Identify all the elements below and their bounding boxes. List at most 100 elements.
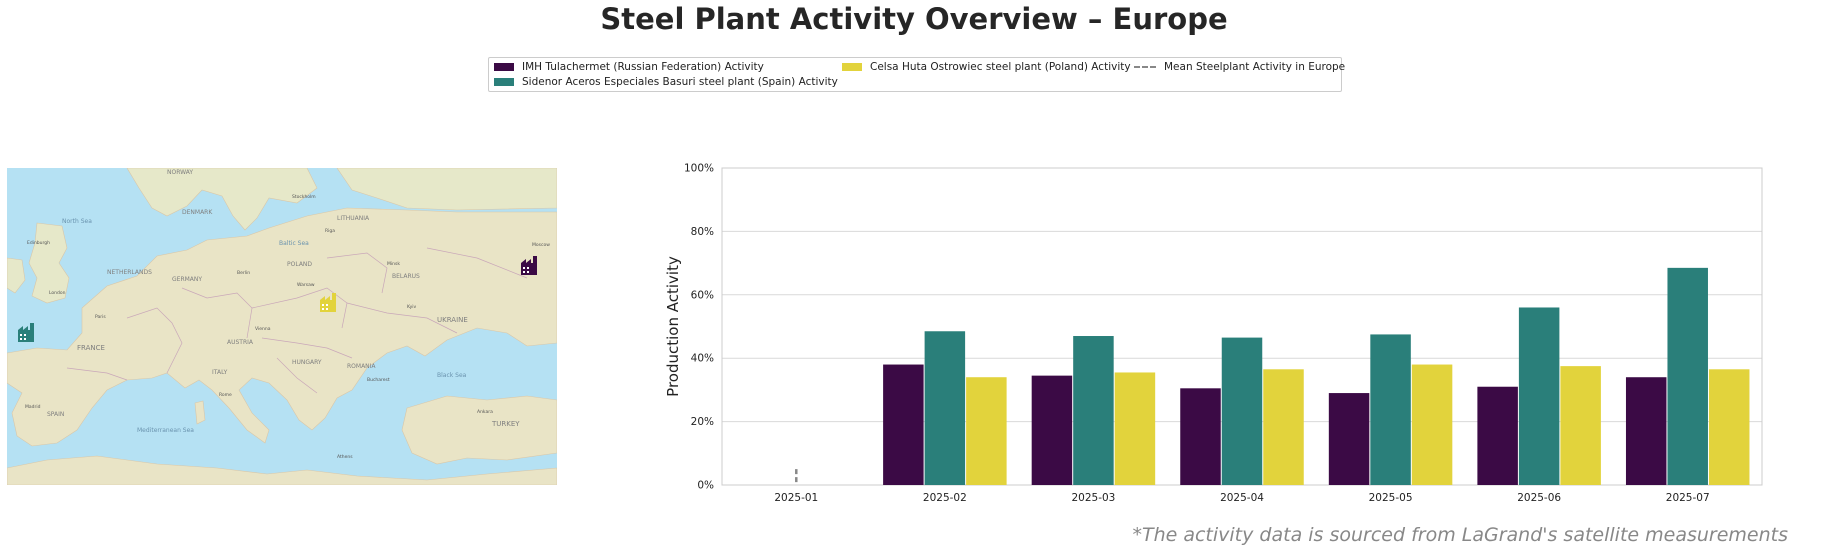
bar [1073,336,1114,485]
legend-label-mean: Mean Steelplant Activity in Europe [1164,61,1346,73]
bar [1708,369,1750,485]
map-land-africa [7,455,557,485]
map-city-bucharest: Bucharest [367,377,390,383]
map-city-athens: Athens [337,454,353,460]
bar [1031,375,1073,485]
map-city-edinburgh: Edinburgh [27,240,50,246]
map-city-paris: Paris [95,314,106,320]
map-label-lithuania: LITHUANIA [337,215,370,222]
y-axis-label: Production Activity [664,256,682,397]
bar [1477,386,1518,485]
map-city-stockholm: Stockholm [292,194,316,200]
x-tick-label: 2025-04 [1220,492,1264,504]
map-label-turkey: TURKEY [491,420,520,428]
bar [1263,369,1304,485]
map-label-med: Mediterranean Sea [137,427,194,434]
bar [1221,337,1263,485]
map-label-north-sea: North Sea [62,218,92,225]
y-tick-label: 20% [691,416,714,428]
map-city-madrid: Madrid [25,404,41,410]
map-label-austria: AUSTRIA [227,339,254,346]
legend-swatch-tulachermet [494,63,514,71]
bar [1114,372,1156,485]
legend-item-mean: Mean Steelplant Activity in Europe [1134,61,1345,73]
x-tick-label: 2025-02 [923,492,967,504]
map-label-spain: SPAIN [47,411,64,418]
x-tick-label: 2025-06 [1517,492,1561,504]
bars [883,267,1750,485]
factory-icon [18,323,34,342]
bar [924,331,966,485]
map-label-germany: GERMANY [172,276,202,283]
x-axis-ticks: 2025-01 2025-02 2025-03 2025-04 2025-05 2025-… [774,492,1709,504]
map-label-black-sea: Black Sea [437,372,467,379]
map-city-moscow: Moscow [532,242,550,248]
map-label-hungary: HUNGARY [292,359,322,366]
map-label-denmark: DENMARK [182,209,213,216]
y-axis-ticks: 0% 20% 40% 60% 80% 100% [684,163,714,492]
legend-label-sidenor: Sidenor Aceros Especiales Basuri steel p… [522,76,838,88]
map-black-sea [402,358,497,394]
map-land-continent [7,207,557,447]
legend-swatch-celsa [842,63,862,71]
x-tick-label: 2025-01 [774,492,818,504]
activity-bar-chart: 0% 20% 40% 60% 80% 100% 2025-01 2025-02 2025-03… [660,160,1828,524]
legend-item-tulachermet: IMH Tulachermet (Russian Federation) Act… [494,61,764,73]
chart-legend: IMH Tulachermet (Russian Federation) Act… [488,57,1345,92]
map-city-london: London [49,290,66,296]
map-label-norway: NORWAY [167,169,193,176]
map-city-berlin: Berlin [237,270,250,276]
map-land-sardinia [194,400,206,425]
map-label-poland: POLAND [287,261,312,268]
map-city-rome: Rome [219,392,232,398]
bar [1560,366,1601,485]
map-land-ireland [7,257,26,294]
bar [1328,393,1370,485]
legend-dash-mean [1134,66,1156,68]
y-tick-label: 80% [691,226,714,238]
map-land-turkey [401,395,557,465]
y-tick-label: 0% [697,480,714,492]
map-label-netherlands: NETHERLANDS [107,269,152,276]
bar [1625,377,1667,485]
map-land-finland [336,168,557,211]
legend-label-tulachermet: IMH Tulachermet (Russian Federation) Act… [522,61,764,73]
bar [1667,267,1708,485]
map-label-belarus: BELARUS [392,273,420,280]
map-city-kyiv: Kyiv [407,304,417,310]
bar [1411,364,1453,485]
x-tick-label: 2025-03 [1071,492,1115,504]
map-label-romania: ROMANIA [347,363,376,370]
map-city-vienna: Vienna [255,326,271,332]
map-country-labels: NORWAY North Sea DENMARK Baltic Sea LITH… [47,169,520,434]
bar [966,377,1007,485]
legend-label-celsa: Celsa Huta Ostrowiec steel plant (Poland… [870,61,1131,73]
map-land-scandinavia [126,168,318,231]
map-svg: NORWAY North Sea DENMARK Baltic Sea LITH… [7,168,557,485]
legend-item-sidenor: Sidenor Aceros Especiales Basuri steel p… [494,76,838,88]
factory-icon [521,256,537,275]
bar [1370,334,1411,485]
bar [1180,388,1221,485]
map-label-italy: ITALY [212,369,228,376]
y-tick-label: 100% [684,163,714,175]
bar [883,364,924,485]
map-borders [66,247,528,394]
map-label-ukraine: UKRAINE [437,316,468,324]
y-tick-label: 40% [691,353,714,365]
bar-chart-svg: 0% 20% 40% 60% 80% 100% 2025-01 2025-02 2025-03… [664,163,1763,504]
map-city-warsaw: Warsaw [297,282,315,288]
legend-swatch-sidenor [494,78,514,86]
map-label-france: FRANCE [77,344,105,352]
map-city-ankara: Ankara [477,409,493,415]
map-city-labels: Stockholm Riga Warsaw Moscow Minsk Kyiv … [25,194,550,460]
map-land-uk [28,222,70,304]
map-city-minsk: Minsk [387,261,400,267]
europe-map: NORWAY North Sea DENMARK Baltic Sea LITH… [7,168,557,485]
factory-icon [320,293,336,312]
bar [1518,307,1560,485]
data-source-footnote: *The activity data is sourced from LaGra… [1132,524,1788,546]
legend-item-celsa: Celsa Huta Ostrowiec steel plant (Poland… [842,61,1131,73]
x-tick-label: 2025-05 [1369,492,1413,504]
map-city-riga: Riga [325,228,335,234]
